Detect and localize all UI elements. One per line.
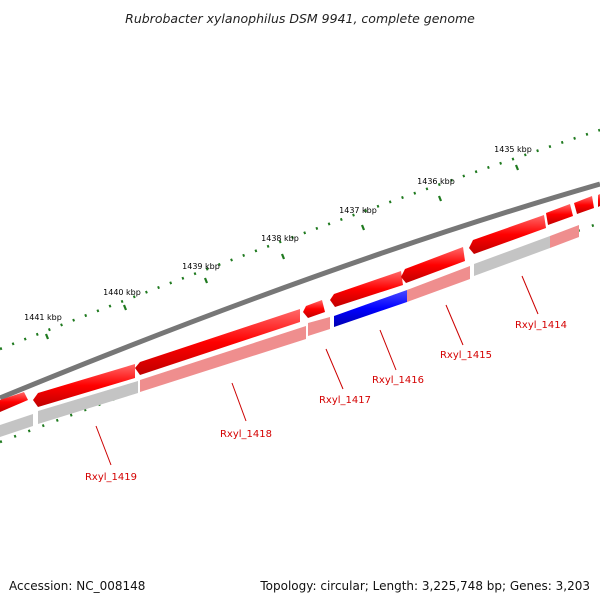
gene-label-rxyl-1419: Rxyl_1419 [85,472,137,483]
label-leaders [95,275,539,466]
gene-label-rxyl-1416: Rxyl_1416 [372,375,424,386]
cds-arrow [574,196,594,214]
scale-labels: 1441 kbp 1440 kbp 1439 kbp 1438 kbp 1437… [24,145,532,322]
cds-arrow [469,215,546,254]
gene-label-rxyl-1417: Rxyl_1417 [319,395,371,406]
cds-arrow [303,300,325,318]
cds-arrow [546,204,573,225]
gene-bar [474,236,550,276]
gene-label-rxyl-1414: Rxyl_1414 [515,320,567,331]
cds-arrow [0,392,28,412]
scale-label: 1436 kbp [417,177,455,186]
map-title: Rubrobacter xylanophilus DSM 9941, compl… [125,11,475,26]
gene-bar [308,317,330,336]
gene-bar [334,290,407,327]
outer-scale-major-ticks [44,164,520,340]
gene-bar [407,266,470,302]
gene-bar [550,225,579,248]
gene-bar [140,326,306,392]
gene-label-rxyl-1415: Rxyl_1415 [440,350,492,361]
topology-text: Topology: circular; Length: 3,225,748 bp… [260,579,590,593]
accession-text: Accession: NC_008148 [9,579,146,593]
scale-label: 1439 kbp [182,262,220,271]
gene-track [0,225,579,437]
genome-backbone [0,181,600,401]
outer-scale-ticks [0,128,600,351]
gene-bar [38,381,138,424]
gene-bar [0,414,33,437]
cds-track [0,194,600,412]
cds-arrow [330,271,403,307]
scale-label: 1441 kbp [24,313,62,322]
cds-arrow [135,309,300,375]
cds-arrow [401,247,465,283]
cds-arrow [33,364,135,407]
scale-label: 1440 kbp [103,288,141,297]
scale-label: 1438 kbp [261,234,299,243]
gene-label-rxyl-1418: Rxyl_1418 [220,429,272,440]
scale-label: 1435 kbp [494,145,532,154]
scale-label: 1437 kbp [339,206,377,215]
